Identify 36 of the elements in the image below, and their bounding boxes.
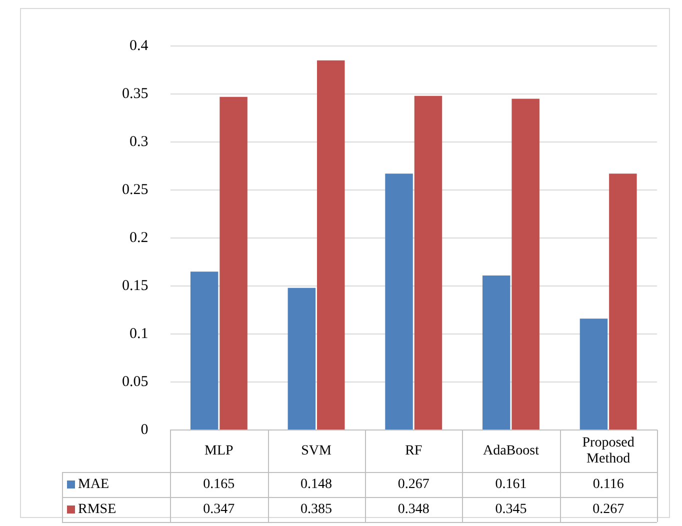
bar — [482, 275, 510, 430]
legend-label: RMSE — [78, 502, 116, 518]
bar — [512, 98, 540, 430]
y-tick-label: 0.25 — [122, 182, 148, 198]
legend-label: MAE — [78, 477, 110, 492]
data-label: 0.385 — [300, 502, 332, 518]
y-tick-label: 0 — [140, 422, 148, 438]
data-label: 0.267 — [592, 502, 624, 518]
data-label: 0.347 — [203, 502, 235, 518]
y-tick-label: 0.3 — [130, 134, 148, 150]
bar — [580, 318, 608, 430]
y-tick-label: 0.1 — [130, 326, 148, 342]
y-tick-label: 0.2 — [130, 230, 148, 246]
x-tick-label: SVM — [301, 444, 332, 459]
x-tick-label: Proposed Method — [582, 436, 634, 467]
data-label: 0.348 — [398, 502, 430, 518]
y-tick-label: 0.05 — [122, 374, 148, 390]
data-label: 0.345 — [495, 502, 527, 518]
bar — [317, 60, 345, 430]
data-label: 0.161 — [495, 477, 527, 492]
x-tick-label: MLP — [204, 444, 234, 459]
bar — [288, 288, 316, 430]
y-tick-label: 0.35 — [122, 86, 148, 102]
data-label: 0.165 — [203, 477, 235, 492]
bar — [609, 174, 637, 430]
x-tick-label: AdaBoost — [482, 444, 540, 459]
bar — [385, 174, 413, 430]
bar — [190, 272, 218, 430]
bar — [414, 96, 442, 430]
data-label: 0.148 — [300, 477, 332, 492]
y-tick-label: 0.4 — [130, 38, 149, 54]
y-tick-label: 0.15 — [122, 278, 148, 294]
x-tick-label: RF — [405, 444, 422, 459]
data-label: 0.116 — [592, 477, 624, 492]
bar — [220, 96, 248, 430]
data-label: 0.267 — [398, 477, 430, 492]
